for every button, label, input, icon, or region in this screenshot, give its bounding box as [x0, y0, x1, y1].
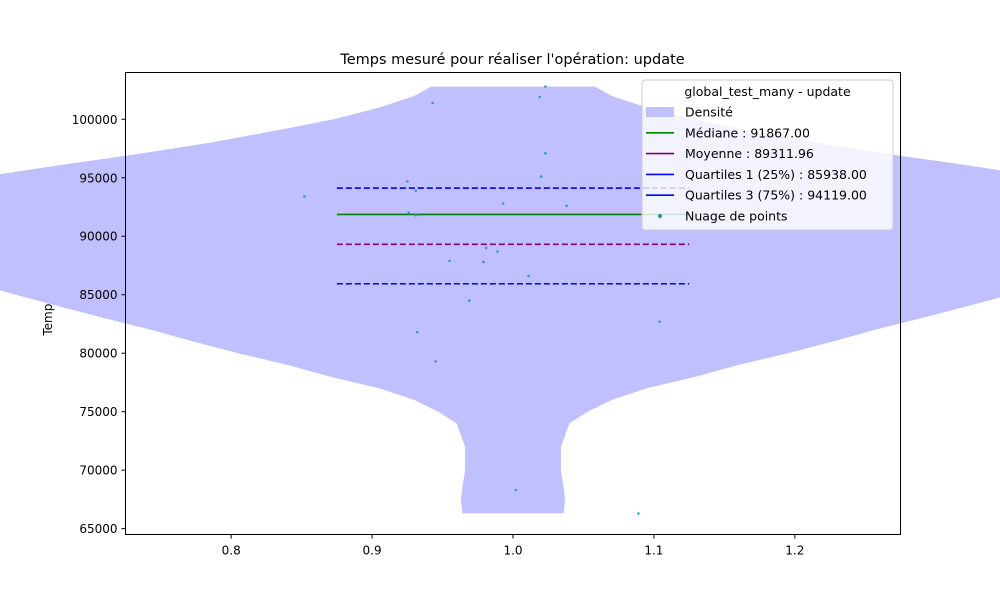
y-tick-label: 65000 [79, 522, 117, 536]
scatter-point [303, 195, 306, 198]
x-tick-label: 1.1 [644, 544, 663, 558]
legend-entry-label: Nuage de points [685, 209, 788, 224]
chart-title: Temps mesuré pour réaliser l'opération: … [339, 52, 684, 68]
scatter-point [406, 179, 409, 183]
scatter-point [544, 151, 547, 155]
y-tick-label: 75000 [79, 405, 117, 419]
statistic-lines [336, 187, 690, 285]
scatter-point [565, 204, 568, 208]
y-tick-label: 100000 [72, 113, 118, 127]
legend-entry-label: Densité [685, 105, 733, 120]
legend-entry-label: Moyenne : 89311.96 [685, 146, 814, 161]
y-tick-label: 90000 [79, 230, 117, 244]
scatter-point [482, 260, 485, 264]
scatter-point [544, 85, 547, 88]
legend-point-swatch [658, 214, 662, 218]
scatter-point [527, 274, 530, 278]
scatter-point [407, 211, 411, 215]
x-axis: 0.8 0.9 1.0 1.1 1.2 [222, 534, 804, 558]
y-tick-label: 70000 [79, 464, 117, 478]
y-tick-label: 80000 [79, 347, 117, 361]
scatter-point [414, 213, 418, 217]
x-tick-label: 0.8 [222, 544, 241, 558]
scatter-point [538, 95, 542, 99]
y-tick-label: 85000 [79, 288, 117, 302]
x-tick-label: 1.2 [785, 544, 804, 558]
scatter-point [468, 299, 471, 302]
scatter-point [414, 189, 418, 192]
scatter-point [658, 320, 661, 323]
scatter-point [431, 101, 434, 105]
legend-density-swatch [646, 107, 674, 117]
legend-box [641, 79, 894, 231]
scatter-point [484, 246, 488, 250]
scatter-point [415, 330, 419, 334]
scatter-point [496, 250, 499, 253]
legend-entry-label: Quartiles 3 (75%) : 94119.00 [685, 188, 867, 203]
legend-title: global_test_many - update [684, 84, 851, 99]
scatter-point [514, 488, 518, 492]
scatter-point [434, 360, 437, 363]
y-axis: 65000 70000 75000 80000 85000 90000 95000 10000… [72, 113, 126, 536]
legend-entry-label: Médiane : 91867.00 [685, 125, 810, 140]
legend-entry-label: Quartiles 1 (25%) : 85938.00 [685, 167, 867, 182]
legend: global_test_many - update Densité Médiane … [641, 79, 894, 231]
scatter-point [501, 202, 505, 205]
x-tick-label: 1.0 [503, 544, 522, 558]
scatter-points [303, 85, 661, 515]
x-tick-label: 0.9 [363, 544, 382, 558]
scatter-point [448, 259, 451, 263]
scatter-point [539, 175, 543, 178]
scatter-point [637, 512, 640, 515]
y-tick-label: 95000 [79, 171, 117, 185]
